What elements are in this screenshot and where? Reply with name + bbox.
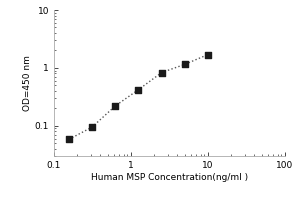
Point: [136, 88, 141, 91]
Point: [113, 104, 118, 108]
Y-axis label: OD=450 nm: OD=450 nm: [23, 55, 32, 111]
Point: [90, 125, 94, 129]
Point: [67, 138, 71, 141]
Point: [159, 71, 164, 74]
Point: [182, 63, 187, 66]
Point: [206, 53, 210, 56]
X-axis label: Human MSP Concentration(ng/ml ): Human MSP Concentration(ng/ml ): [91, 173, 248, 182]
